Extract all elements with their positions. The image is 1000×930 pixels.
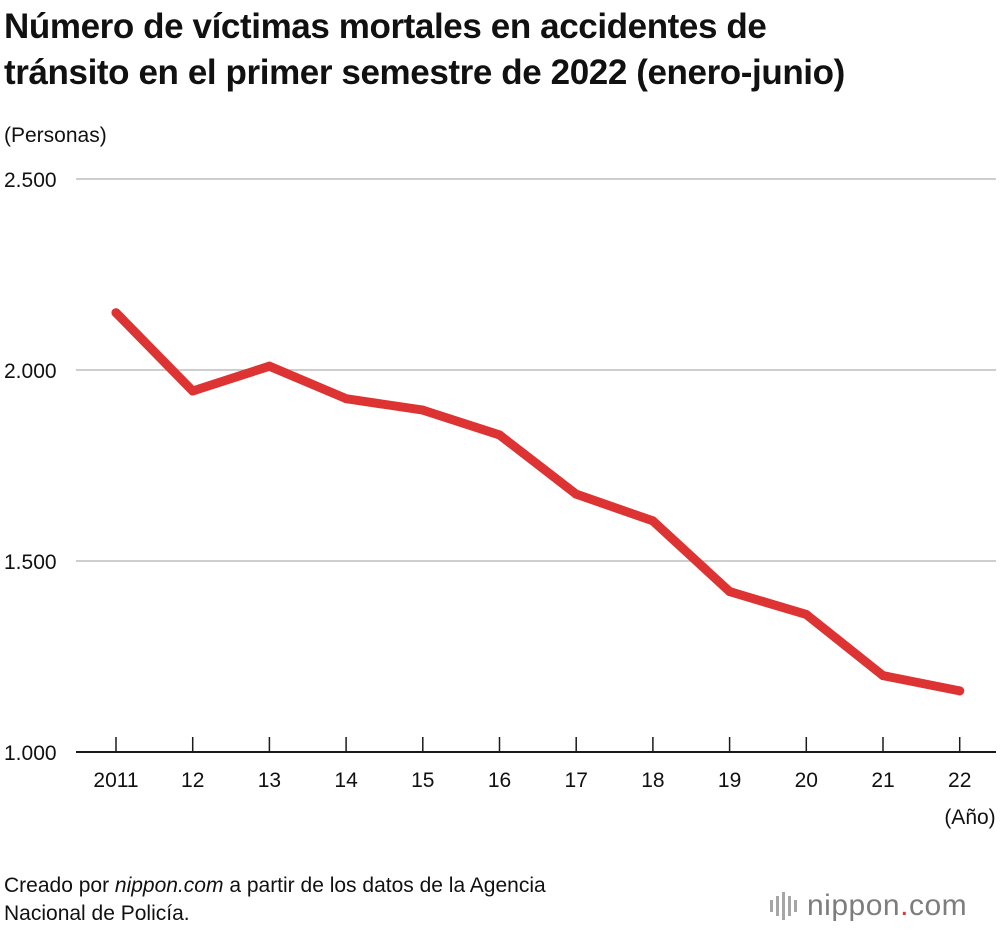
x-tick-label: 16 [488, 769, 511, 792]
logo-dot: . [900, 889, 909, 922]
data-point [495, 430, 504, 440]
chart-title-line-1: Número de víctimas mortales en accidente… [4, 7, 767, 46]
y-tick-label: 2.000 [4, 360, 57, 383]
source-prefix: Creado por [4, 874, 115, 897]
data-point [801, 609, 811, 619]
data-point [878, 671, 888, 681]
y-tick-label: 1.000 [4, 742, 57, 765]
data-point [341, 394, 351, 404]
nippon-logo: nippon.com [770, 888, 967, 924]
x-tick-label: 12 [181, 769, 204, 792]
series-line [111, 308, 965, 696]
logo-name: nippon [807, 889, 901, 922]
logo-bars-icon [770, 892, 797, 920]
x-tick-label: 17 [565, 769, 588, 792]
chart-title-line-2: tránsito en el primer semestre de 2022 (… [4, 53, 845, 92]
x-tick-label: 19 [718, 769, 741, 792]
x-axis-unit-label: (Año) [944, 806, 995, 829]
data-point [648, 516, 658, 526]
y-axis-unit-label: (Personas) [4, 124, 107, 147]
x-tick-label: 22 [948, 769, 971, 792]
data-point [571, 489, 581, 499]
x-tick-label: 2011 [93, 769, 138, 792]
logo-tld: com [908, 889, 968, 922]
x-tick-label: 20 [795, 769, 818, 792]
x-tick-label: 18 [641, 769, 664, 792]
data-point [725, 587, 735, 597]
source-suffix: a partir de los datos de la Agencia [223, 874, 546, 897]
logo-text: nippon.com [807, 889, 967, 923]
source-note: Creado por nippon.com a partir de los da… [4, 872, 546, 928]
data-point [418, 405, 428, 415]
source-line-2: Nacional de Policía. [4, 902, 190, 925]
x-tick-label: 21 [871, 769, 894, 792]
data-point [955, 686, 965, 696]
data-point [188, 386, 198, 396]
source-site: nippon.com [114, 874, 224, 897]
y-tick-label: 2.500 [4, 169, 57, 192]
x-tick-label: 15 [411, 769, 434, 792]
data-point [264, 361, 274, 371]
x-tick-label: 14 [334, 769, 358, 792]
data-point [111, 308, 121, 318]
x-tick-label: 13 [258, 769, 281, 792]
y-tick-label: 1.500 [4, 551, 57, 574]
chart-title: Número de víctimas mortales en accidente… [4, 4, 996, 96]
